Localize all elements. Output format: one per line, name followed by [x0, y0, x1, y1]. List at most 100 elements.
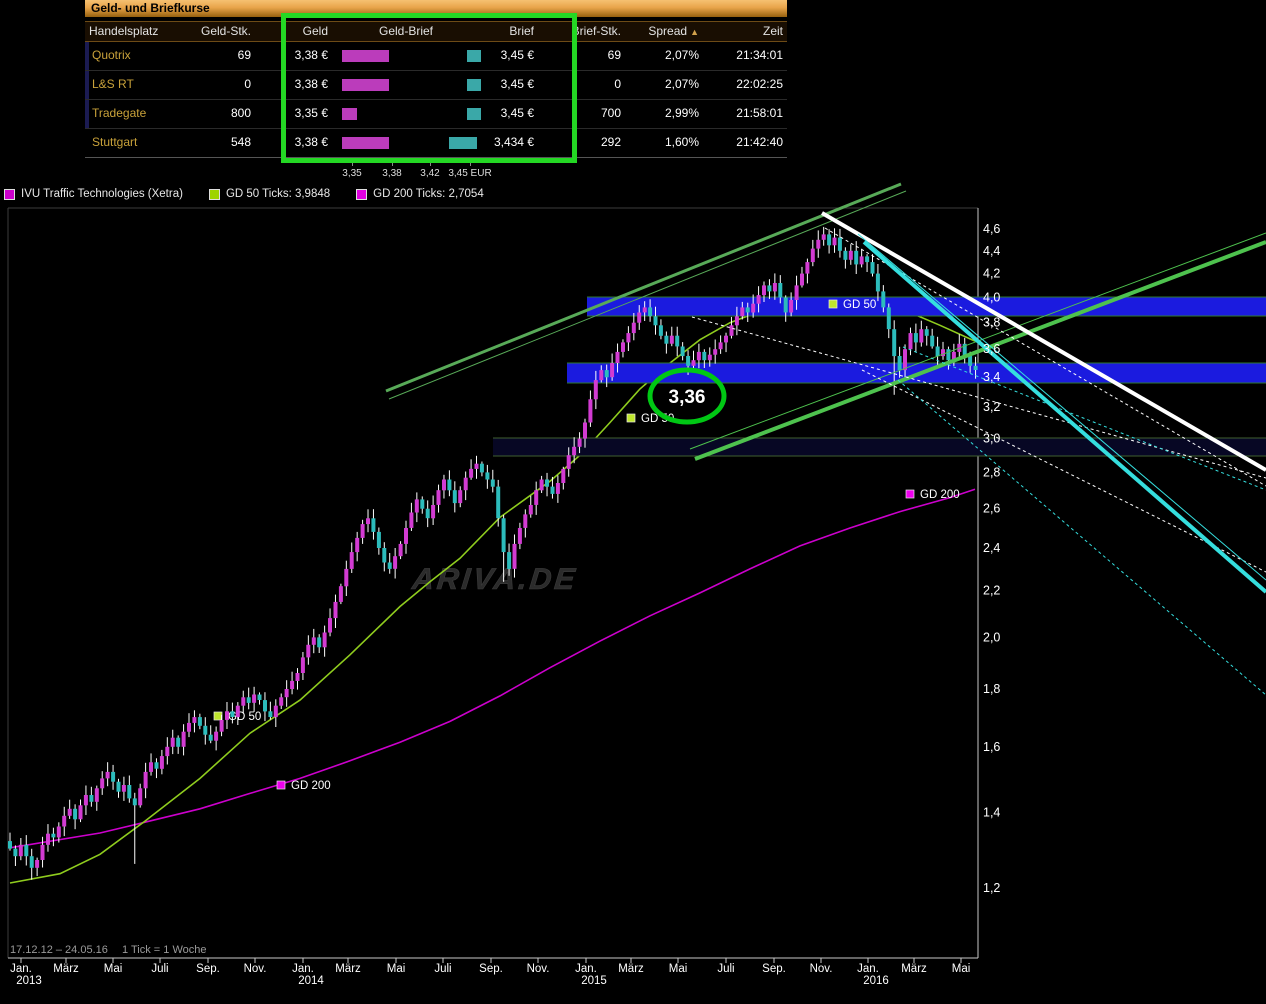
row-marker [85, 100, 89, 128]
support-resistance-bands [493, 296, 1266, 457]
spread-value: 2,07% [664, 77, 699, 91]
brief-bar [467, 108, 481, 120]
geld-brief-bar-cell [332, 42, 481, 70]
venue-link[interactable]: Quotrix [92, 48, 131, 62]
legend-item-gd-200: GD 200 Ticks: 2,7054 [356, 188, 484, 200]
gd-50-square-icon [213, 711, 223, 721]
brief-bar [467, 79, 481, 91]
zeit-value: 21:42:40 [736, 135, 783, 149]
legend-item-gd-50: GD 50 Ticks: 3,9848 [208, 188, 330, 200]
geld-stk-value: 0 [244, 77, 251, 91]
brief-value: 3,434 € [493, 135, 534, 149]
svg-text:Jan.: Jan. [575, 963, 597, 975]
quote-row-stuttgart[interactable]: Stuttgart 548 3,38 € 3,434 € 292 1,60% 21:42:4… [85, 129, 787, 158]
svg-text:2013: 2013 [16, 975, 42, 987]
brief-bar [449, 137, 477, 149]
column-header-spread[interactable]: Spread ▲ [648, 24, 699, 38]
column-header-brief-stk[interactable]: Brief-Stk. [571, 24, 621, 38]
brief-value: 3,45 € [500, 77, 534, 91]
svg-text:Jan.: Jan. [10, 963, 32, 975]
geld-stk-value: 69 [237, 48, 251, 62]
svg-text:3,2: 3,2 [983, 400, 1000, 414]
geld-bar [342, 108, 357, 120]
quote-row-tradegate[interactable]: Tradegate 800 3,35 € 3,45 € 700 2,99% 21:58:01 [85, 100, 787, 129]
brief-value: 3,45 € [500, 106, 534, 120]
gd200-line [9, 488, 976, 849]
scale-tick-mark [430, 158, 431, 166]
svg-text:2014: 2014 [298, 975, 324, 987]
column-header-zeit[interactable]: Zeit [762, 24, 783, 38]
svg-text:2,0: 2,0 [983, 630, 1000, 644]
svg-text:2015: 2015 [581, 975, 607, 987]
zeit-value: 21:34:01 [736, 48, 783, 62]
date-range-label: 17.12.12 – 24.05.16 [10, 944, 108, 956]
scale-tick-mark [392, 158, 393, 166]
brief-stk-value: 700 [600, 106, 621, 120]
gd-200-label: GD 200 [920, 489, 960, 501]
svg-text:März: März [618, 963, 644, 975]
svg-text:3,4: 3,4 [983, 370, 1000, 384]
venue-link[interactable]: Tradegate [92, 106, 147, 120]
geld-value: 3,35 € [294, 106, 328, 120]
svg-text:1,2: 1,2 [983, 881, 1000, 895]
chart-legend: IVU Traffic Technologies (Xetra) GD 50 Ti… [4, 188, 510, 200]
svg-text:2,6: 2,6 [983, 502, 1000, 516]
quote-table-header-row: Handelsplatz Geld-Stk. Geld Geld-Brief Brief… [85, 21, 787, 42]
svg-text:Juli: Juli [151, 963, 168, 975]
legend-label: GD 200 Ticks: 2,7054 [373, 188, 484, 200]
spread-value: 2,07% [664, 48, 699, 62]
scale-tick-label: 3,45 EUR [448, 168, 492, 179]
chart-footer: 17.12.12 – 24.05.16 1 Tick = 1 Woche [10, 944, 206, 956]
brief-stk-value: 69 [607, 48, 621, 62]
venue-link[interactable]: L&S RT [92, 77, 134, 91]
svg-text:Mai: Mai [952, 963, 971, 975]
geld-brief-bar-cell [332, 129, 480, 157]
svg-text:Jan.: Jan. [857, 963, 879, 975]
column-header-geld-stk[interactable]: Geld-Stk. [200, 24, 251, 38]
svg-text:Mai: Mai [669, 963, 688, 975]
column-header-geld[interactable]: Geld [302, 24, 328, 38]
svg-text:2,2: 2,2 [983, 584, 1000, 598]
gd-200-square-icon [276, 780, 286, 790]
svg-text:4,6: 4,6 [983, 222, 1000, 236]
row-marker [85, 42, 89, 70]
svg-text:Juli: Juli [717, 963, 734, 975]
svg-text:Nov.: Nov. [244, 963, 267, 975]
svg-text:2016: 2016 [863, 975, 889, 987]
ariva-watermark: ARIVA.DE [410, 563, 580, 596]
geld-value: 3,38 € [294, 135, 328, 149]
svg-text:2,4: 2,4 [983, 541, 1000, 555]
brief-stk-value: 0 [614, 77, 621, 91]
column-header-handelsplatz[interactable]: Handelsplatz [89, 24, 159, 38]
row-marker [85, 71, 89, 99]
spread-value: 1,60% [664, 135, 699, 149]
geld-stk-value: 548 [230, 135, 251, 149]
geld-brief-bar-cell [332, 71, 481, 99]
geld-bar [342, 137, 389, 149]
quote-row-l-s-rt[interactable]: L&S RT 0 3,38 € 3,45 € 0 2,07% 22:02:25 [85, 71, 787, 100]
brief-stk-value: 292 [600, 135, 621, 149]
zeit-value: 21:58:01 [736, 106, 783, 120]
quote-table-body: Quotrix 69 3,38 € 3,45 € 69 2,07% 21:34:01 L&S … [85, 42, 787, 158]
svg-text:Nov.: Nov. [810, 963, 833, 975]
svg-text:4,2: 4,2 [983, 267, 1000, 281]
geld-value: 3,38 € [294, 48, 328, 62]
geld-brief-bar-cell [332, 100, 481, 128]
sort-ascending-icon: ▲ [690, 27, 699, 37]
column-header-brief[interactable]: Brief [509, 24, 534, 38]
svg-text:3,6: 3,6 [983, 342, 1000, 356]
gd-50-square-icon [828, 299, 838, 309]
quote-row-quotrix[interactable]: Quotrix 69 3,38 € 3,45 € 69 2,07% 21:34:01 [85, 42, 787, 71]
price-annotation: 3,36 [647, 367, 727, 425]
scale-tick-label: 3,35 [342, 168, 362, 179]
spread-value: 2,99% [664, 106, 699, 120]
venue-link[interactable]: Stuttgart [92, 135, 138, 149]
scale-tick-mark [470, 158, 471, 166]
svg-text:März: März [335, 963, 361, 975]
svg-text:4,4: 4,4 [983, 244, 1000, 258]
column-header-geld-brief[interactable]: Geld-Brief [378, 24, 434, 38]
svg-text:2,8: 2,8 [983, 465, 1000, 479]
